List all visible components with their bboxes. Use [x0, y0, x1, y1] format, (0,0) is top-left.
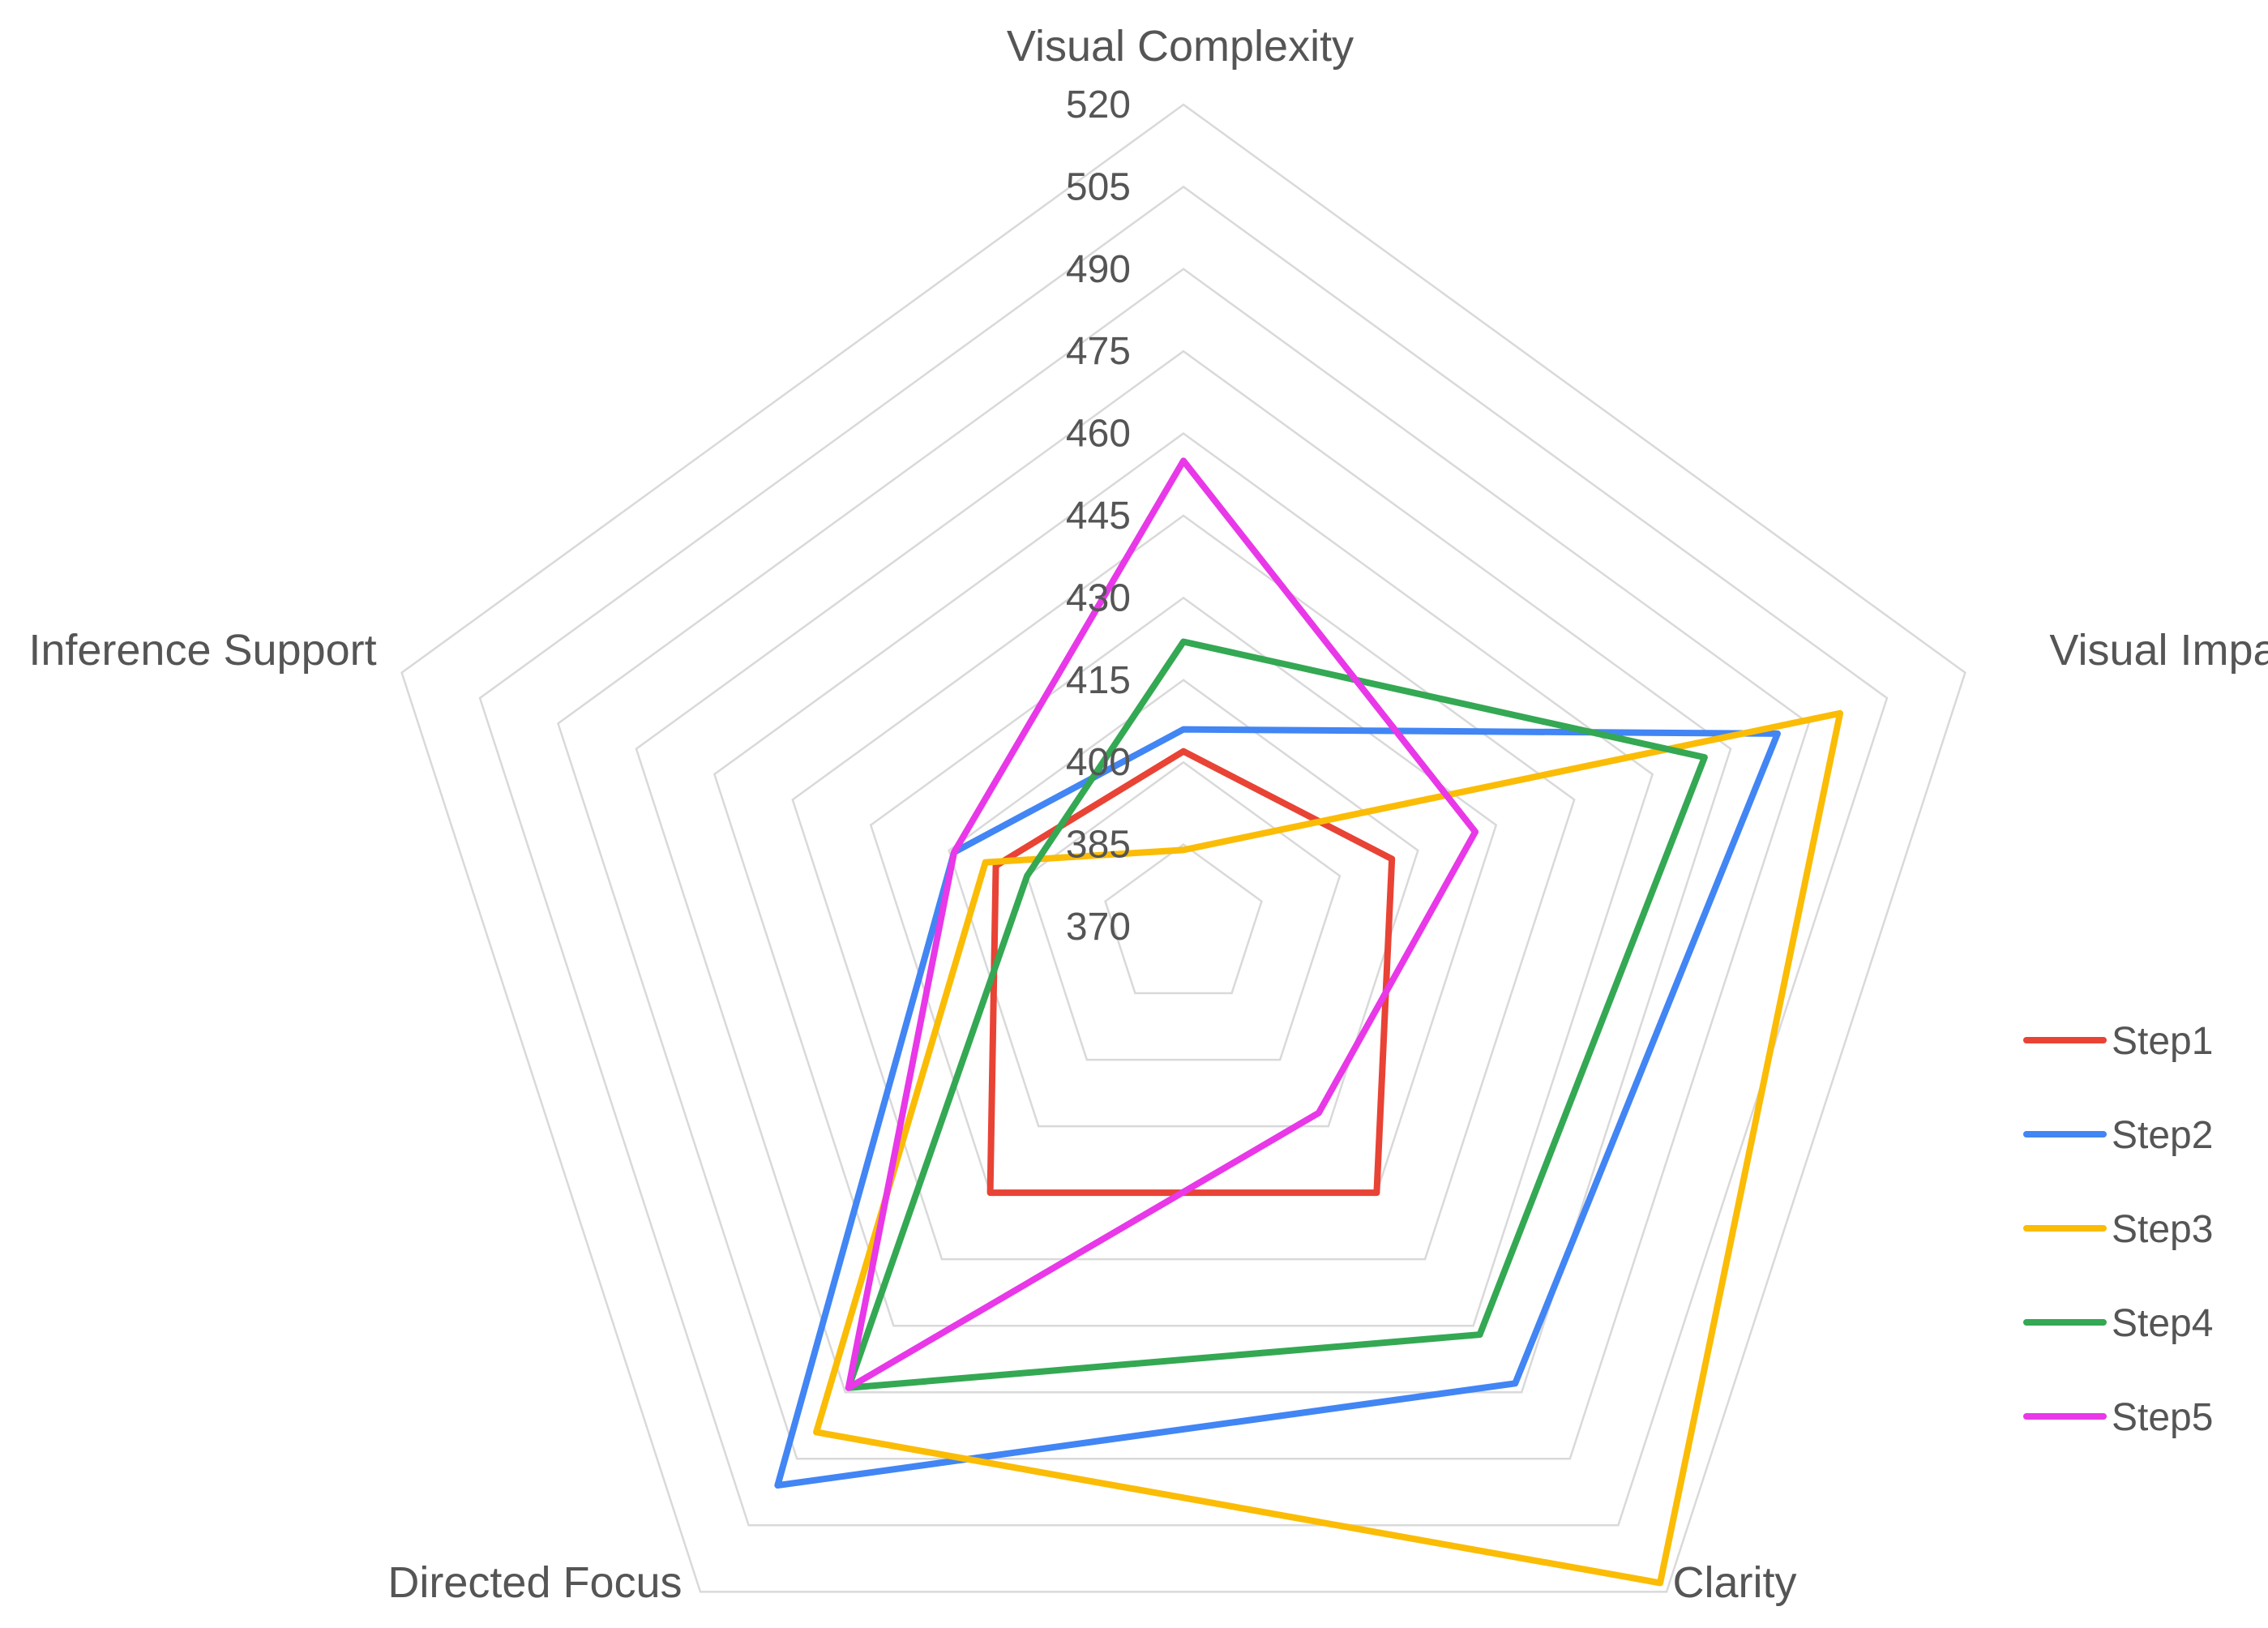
tick-labels: 370 385 400 415 430 445 460 475 490 505 520: [1066, 84, 1131, 949]
legend-item-step5: Step5: [2023, 1396, 2213, 1439]
series-line-step2: [774, 726, 1781, 1489]
tick-label-430: 430: [1066, 576, 1131, 619]
tick-label-505: 505: [1066, 165, 1131, 208]
axis-labels: Visual Complexity Visual Impact Clarity Dir…: [28, 22, 2268, 1607]
legend-item-step1: Step1: [2023, 1020, 2213, 1063]
tick-label-460: 460: [1066, 413, 1131, 456]
series-line-step3: [813, 709, 1844, 1587]
legend-item-step2: Step2: [2023, 1114, 2213, 1157]
grid-layer: [400, 103, 1966, 1593]
axis-label-inference-support: Inference Support: [28, 626, 376, 675]
tick-label-520: 520: [1066, 84, 1131, 126]
tick-label-370: 370: [1066, 906, 1131, 949]
axis-label-clarity: Clarity: [1672, 1558, 1796, 1607]
legend-label-step1: Step1: [2112, 1020, 2213, 1063]
legend-label-step2: Step2: [2112, 1114, 2213, 1157]
series-line-step4: [845, 638, 1708, 1391]
grid-ring-415: [948, 679, 1419, 1128]
grid-ring-445: [791, 514, 1576, 1261]
axis-label-directed-focus: Directed Focus: [387, 1558, 682, 1607]
legend-item-step3: Step3: [2023, 1208, 2213, 1251]
grid-ring-475: [635, 349, 1732, 1394]
tick-label-445: 445: [1066, 495, 1131, 538]
axis-label-visual-impact: Visual Impact: [2049, 626, 2268, 675]
legend-label-step3: Step3: [2112, 1208, 2213, 1251]
tick-label-475: 475: [1066, 330, 1131, 373]
tick-label-385: 385: [1066, 824, 1131, 867]
tick-label-415: 415: [1066, 659, 1131, 702]
tick-label-490: 490: [1066, 248, 1131, 291]
grid-ring-505: [478, 185, 1889, 1527]
series-layer: [774, 457, 1844, 1587]
series-line-step5: [845, 457, 1479, 1391]
axis-label-visual-complexity: Visual Complexity: [1007, 22, 1354, 71]
legend-label-step5: Step5: [2112, 1396, 2213, 1439]
grid-ring-490: [557, 268, 1810, 1460]
grid-ring-520: [400, 103, 1966, 1593]
grid-ring-385: [1104, 843, 1263, 995]
tick-label-400: 400: [1066, 741, 1131, 784]
legend-item-step4: Step4: [2023, 1302, 2213, 1345]
grid-ring-460: [712, 432, 1654, 1327]
legend: Step1 Step2 Step3 Step4 Step5: [2023, 1020, 2213, 1439]
legend-label-step4: Step4: [2112, 1302, 2213, 1345]
